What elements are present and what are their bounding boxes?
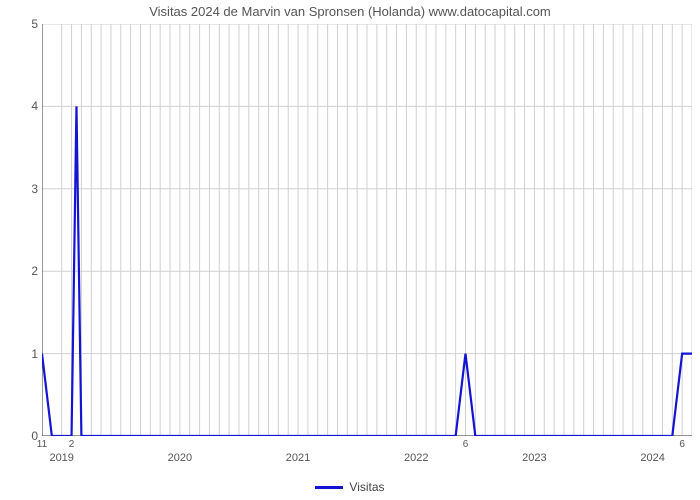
y-tick-label: 4 — [8, 99, 38, 113]
x-tick-label: 2024 — [640, 452, 664, 464]
chart-title: Visitas 2024 de Marvin van Spronsen (Hol… — [0, 4, 700, 19]
chart-svg — [42, 24, 692, 436]
legend-swatch — [315, 486, 343, 489]
y-tick-label: 2 — [8, 264, 38, 278]
chart-container: Visitas 2024 de Marvin van Spronsen (Hol… — [0, 0, 700, 500]
legend-label: Visitas — [349, 480, 384, 494]
x-tick-label: 2021 — [286, 452, 310, 464]
x-tick-label: 2022 — [404, 452, 428, 464]
x-tick-label: 2020 — [168, 452, 192, 464]
x-tick-label: 2023 — [522, 452, 546, 464]
x-minor-tick-label: 11 — [37, 439, 47, 450]
y-tick-label: 0 — [8, 429, 38, 443]
x-minor-tick-label: 6 — [463, 439, 469, 450]
plot-area — [42, 24, 692, 436]
x-tick-label: 2019 — [49, 452, 73, 464]
y-tick-label: 3 — [8, 182, 38, 196]
x-minor-tick-label: 6 — [679, 439, 685, 450]
x-minor-tick-label: 2 — [69, 439, 75, 450]
chart-legend: Visitas — [0, 480, 700, 494]
y-tick-label: 5 — [8, 17, 38, 31]
y-tick-label: 1 — [8, 347, 38, 361]
